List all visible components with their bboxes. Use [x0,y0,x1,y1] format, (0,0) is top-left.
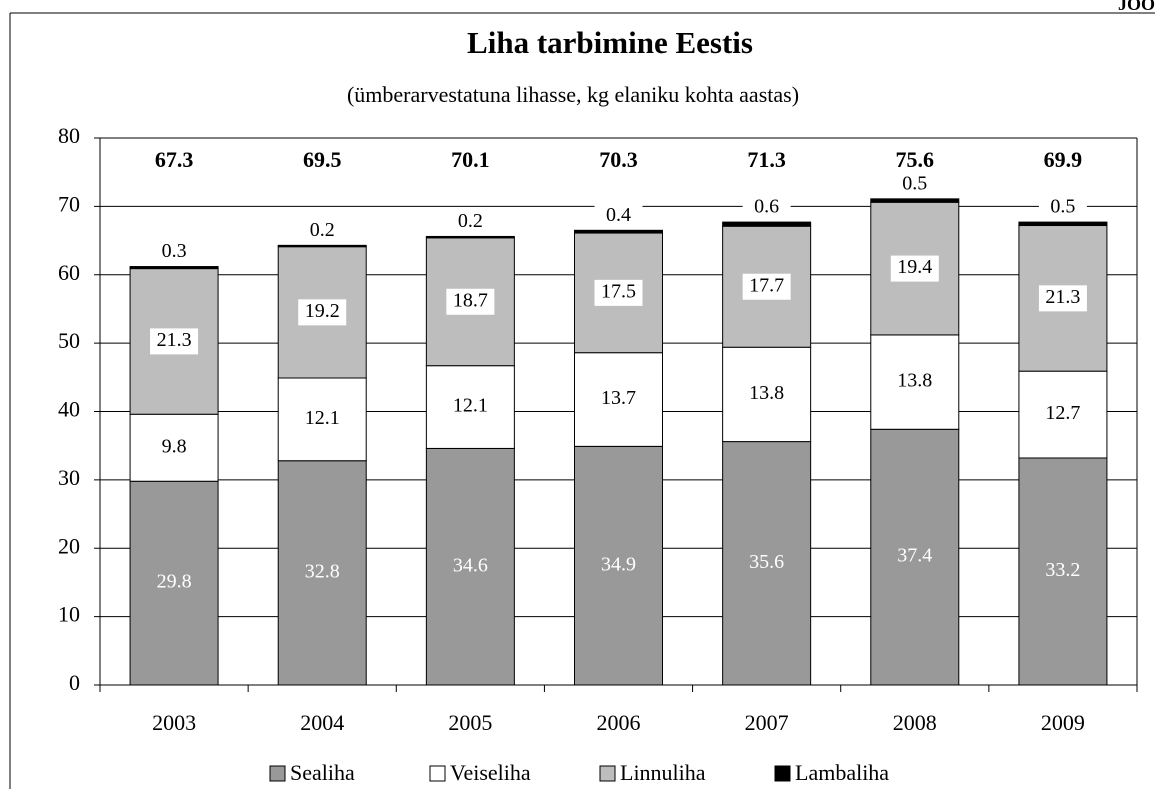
y-tick-label: 80 [58,123,80,148]
y-tick-label: 70 [58,191,80,216]
data-label: 13.8 [749,382,784,404]
y-tick-label: 40 [58,397,80,422]
data-label: 21.3 [1045,286,1080,308]
x-tick-label: 2005 [448,710,492,735]
bar-segment [425,235,515,239]
label-box [1038,401,1087,428]
corner-text: JOO [1118,0,1155,14]
data-label: 32.8 [305,560,340,582]
y-tick-label: 50 [58,328,80,353]
data-label: 19.4 [897,256,932,278]
bar-segment [1018,457,1108,686]
label-box [742,381,791,408]
data-label: 17.5 [601,280,636,302]
data-label: 29.8 [157,571,192,593]
bar-segment [277,460,367,686]
data-label: 13.7 [601,387,636,409]
label-box [594,386,643,413]
bar-segment [574,229,663,234]
data-label: 21.3 [157,329,192,351]
label-box [1038,285,1087,312]
label-box [446,288,495,315]
label-box [446,394,495,421]
data-label: 35.6 [749,551,784,573]
data-label: 0.5 [902,172,927,194]
label-box [298,299,347,326]
legend-swatch [429,765,446,782]
chart-title: Liha tarbimine Eestis [467,25,753,60]
label-box [890,171,939,198]
data-label: 12.7 [1045,402,1080,424]
label-box [298,218,347,245]
total-label: 69.5 [303,147,342,172]
total-label: 67.3 [155,147,194,172]
legend-swatch [269,765,286,782]
bar-segment [129,480,219,686]
data-label: 0.5 [1050,196,1075,218]
data-label: 9.8 [162,435,187,457]
legend-swatch [774,765,791,782]
bar-segment [129,268,219,415]
data-label: 34.9 [601,553,636,575]
x-tick-label: 2004 [300,710,344,735]
data-label: 17.7 [749,274,784,296]
data-label: 0.6 [754,196,779,218]
data-label: 18.7 [453,289,488,311]
data-label: 12.1 [453,395,488,417]
chart-subtitle: (ümberarvestatuna lihasse, kg elaniku ko… [347,82,799,107]
data-label: 0.4 [606,204,631,226]
total-label: 69.9 [1044,147,1083,172]
y-tick-label: 60 [58,260,80,285]
bar-segment [870,428,960,686]
label-box [890,369,939,396]
x-tick-label: 2003 [152,710,196,735]
label-box [150,328,199,355]
bar-segment [722,221,812,227]
legend-label: Lambaliha [795,760,889,785]
x-tick-label: 2006 [597,710,641,735]
legend-swatch [599,765,616,782]
label-box [594,203,643,230]
data-label: 12.1 [305,407,340,429]
y-tick-label: 20 [58,533,80,558]
legend-label: Sealiha [290,760,355,785]
label-box [298,406,347,433]
data-label: 19.2 [305,300,340,322]
data-label: 0.3 [162,240,187,262]
y-tick-label: 0 [69,670,80,695]
label-box [150,434,199,461]
bar-segment [722,441,812,686]
data-label: 34.6 [453,554,488,576]
label-box [446,209,495,236]
x-tick-label: 2009 [1041,710,1085,735]
label-box [742,273,791,300]
label-box [742,195,791,222]
data-label: 13.8 [897,370,932,392]
y-tick-label: 10 [58,602,80,627]
total-label: 75.6 [896,147,935,172]
data-label: 0.2 [310,219,335,241]
total-label: 71.3 [747,147,786,172]
total-label: 70.1 [451,147,490,172]
y-tick-label: 30 [58,465,80,490]
bar-segment [425,447,515,686]
label-box [1038,195,1087,222]
bar-segment [129,266,219,270]
label-box [150,239,199,266]
bar-segment [277,244,367,248]
total-label: 70.3 [599,147,638,172]
label-box [594,279,643,306]
legend-label: Veiseliha [450,760,531,785]
x-tick-label: 2008 [893,710,937,735]
bar-segment [1018,221,1108,227]
data-label: 37.4 [897,545,932,567]
data-label: 0.2 [458,210,483,232]
x-tick-label: 2007 [745,710,789,735]
data-label: 33.2 [1045,559,1080,581]
bar-segment [574,445,663,686]
label-box [890,255,939,282]
legend-label: Linnuliha [620,760,706,785]
bar-segment [870,198,960,203]
